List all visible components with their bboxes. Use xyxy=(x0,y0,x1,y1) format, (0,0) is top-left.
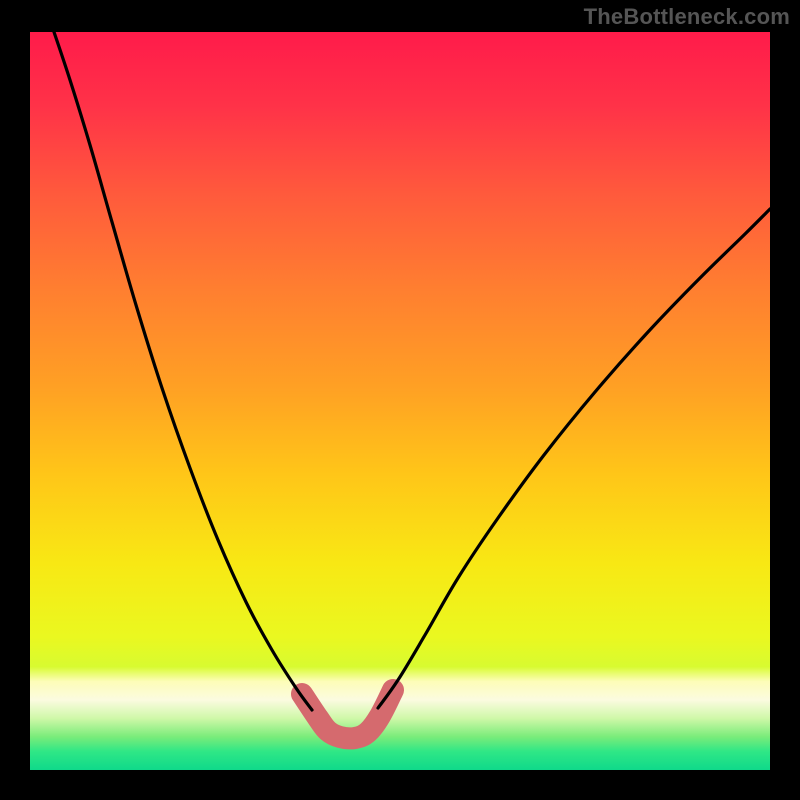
bottleneck-marker xyxy=(302,690,393,738)
performance-curve-left xyxy=(54,32,312,710)
curve-layer xyxy=(0,0,800,800)
performance-curve-right xyxy=(378,209,770,708)
watermark-text: TheBottleneck.com xyxy=(584,4,790,30)
chart-container: TheBottleneck.com xyxy=(0,0,800,800)
plot-area xyxy=(30,32,770,770)
